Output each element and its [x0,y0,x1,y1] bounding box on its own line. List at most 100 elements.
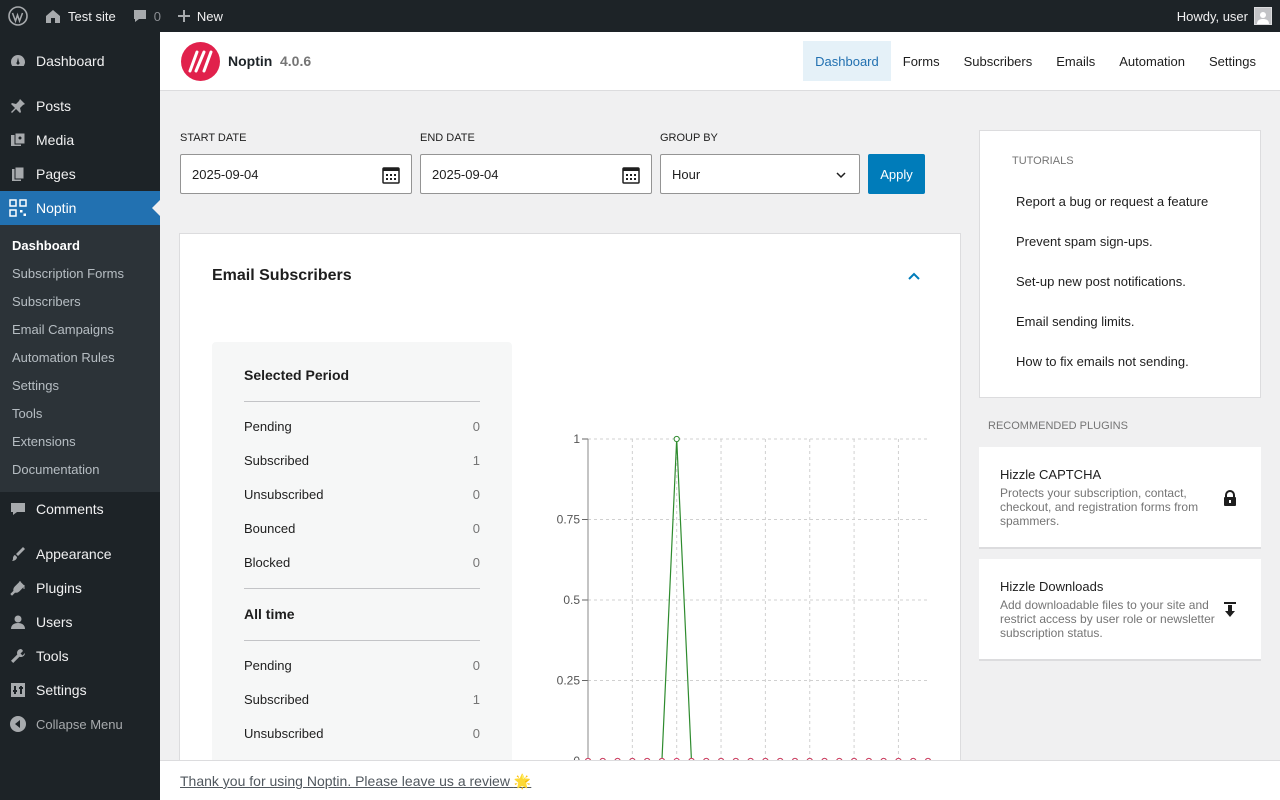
review-link[interactable]: Thank you for using Noptin. Please leave… [180,773,531,790]
noptin-icon [8,198,28,218]
plugin-name: Hizzle Downloads [1000,579,1104,594]
avatar [1254,7,1272,25]
sidebar-item-noptin[interactable]: Noptin [0,191,160,225]
submenu-extensions[interactable]: Extensions [12,434,76,449]
sidebar-item-label: Posts [36,98,72,114]
tab-forms[interactable]: Forms [902,53,940,69]
calendar-icon[interactable] [381,165,401,188]
plugin-card-hizzle-captcha[interactable]: Hizzle CAPTCHA Protects your subscriptio… [979,447,1261,549]
home-icon [44,7,62,25]
sidebar-item-pages[interactable]: Pages [0,157,160,191]
stat-label: Subscribed [244,453,310,468]
submenu-email-campaigns[interactable]: Email Campaigns [12,322,114,337]
sidebar-item-comments[interactable]: Comments [0,492,160,526]
plus-icon [177,9,191,23]
subscribers-chart: 00.250.50.751 [557,432,932,768]
noptin-submenu: Dashboard Subscription Forms Subscribers… [0,225,160,492]
tab-subscribers[interactable]: Subscribers [963,53,1033,69]
selected-period-heading: Selected Period [244,367,350,383]
group-by-label: Group by [660,132,718,144]
noptin-logo-icon [181,42,220,81]
sidebar-item-label: Comments [36,501,104,517]
stat-row: Subscribed 1 [244,692,480,707]
submenu-settings[interactable]: Settings [12,378,59,393]
new-label: New [196,8,223,24]
tutorial-link[interactable]: Email sending limits. [1016,314,1135,329]
plugin-name: Hizzle CAPTCHA [1000,467,1102,482]
comment-bubble-icon [132,8,148,24]
my-account-link[interactable]: Howdy, user [1169,0,1280,32]
submenu-subscribers[interactable]: Subscribers [12,294,81,309]
recommended-plugins-heading: Recommended Plugins [988,420,1128,432]
start-date-value: 2025-09-04 [192,166,259,182]
stat-label: Unsubscribed [244,487,324,502]
noptin-header: Noptin 4.0.6 Dashboard Forms Subscribers… [160,32,1280,91]
start-date-input[interactable]: 2025-09-04 [180,154,412,194]
stat-value: 0 [472,658,480,673]
stat-value: 1 [472,453,480,468]
sidebar-item-posts[interactable]: Posts [0,89,160,123]
stat-value: 0 [472,521,480,536]
submenu-tools[interactable]: Tools [12,406,43,421]
tab-emails[interactable]: Emails [1056,53,1096,69]
group-by-select[interactable]: Hour [660,154,860,194]
collapse-menu-label: Collapse Menu [36,716,123,732]
users-icon [8,612,28,632]
stat-label: Subscribed [244,692,310,707]
stat-row: Unsubscribed 0 [244,726,480,741]
plugins-icon [8,578,28,598]
star-icon: 🌟 [513,773,532,789]
end-date-value: 2025-09-04 [432,166,499,182]
stat-value: 0 [472,419,480,434]
tutorial-link[interactable]: Prevent spam sign-ups. [1016,234,1153,249]
y-tick-label: 0.75 [557,513,581,527]
plugin-card-hizzle-downloads[interactable]: Hizzle Downloads Add downloadable files … [979,559,1261,661]
sidebar-item-appearance[interactable]: Appearance [0,537,160,571]
sidebar-item-label: Media [36,132,75,148]
sidebar-item-tools[interactable]: Tools [0,639,160,673]
plugin-description: Add downloadable files to your site and … [1000,598,1215,640]
stat-value: 0 [472,555,480,570]
tutorials-heading: Tutorials [1012,155,1074,167]
submenu-subscription-forms[interactable]: Subscription Forms [12,266,124,281]
site-name-link[interactable]: Test site [36,0,124,32]
sidebar-item-users[interactable]: Users [0,605,160,639]
tutorial-link[interactable]: Set-up new post notifications. [1016,274,1186,289]
submenu-automation-rules[interactable]: Automation Rules [12,350,115,365]
site-name: Test site [68,8,116,24]
chevron-up-icon[interactable] [906,268,922,287]
divider [244,640,480,641]
tutorial-link[interactable]: How to fix emails not sending. [1016,354,1189,369]
wordpress-logo-icon[interactable] [0,0,36,32]
apply-button[interactable]: Apply [868,154,925,194]
admin-bar: Test site 0 New Howdy, user [0,0,1280,32]
sidebar-item-label: Appearance [36,546,112,562]
comments-link[interactable]: 0 [124,0,169,32]
sidebar-item-settings[interactable]: Settings [0,673,160,707]
collapse-menu-button[interactable]: Collapse Menu [0,707,160,741]
stat-row: Bounced 0 [244,521,480,536]
submenu-dashboard[interactable]: Dashboard [12,238,80,253]
start-date-label: Start date [180,132,247,144]
sidebar-item-dashboard[interactable]: Dashboard [0,44,160,78]
noptin-brand: Noptin [228,53,273,69]
sidebar-item-plugins[interactable]: Plugins [0,571,160,605]
new-content-link[interactable]: New [169,0,231,32]
tools-icon [8,646,28,666]
stat-label: Unsubscribed [244,726,324,741]
calendar-icon[interactable] [621,165,641,188]
stat-value: 1 [472,692,480,707]
end-date-input[interactable]: 2025-09-04 [420,154,652,194]
tab-automation[interactable]: Automation [1119,53,1186,69]
tab-dashboard[interactable]: Dashboard [803,41,891,81]
submenu-documentation[interactable]: Documentation [12,462,100,477]
stats-panel: Selected Period Pending 0 Subscribed 1 Uns… [212,342,512,772]
stat-label: Blocked [244,555,291,570]
admin-sidebar: Dashboard Posts Media Pages Noptin Dashb… [0,32,160,800]
sidebar-item-media[interactable]: Media [0,123,160,157]
stat-row: Pending 0 [244,419,480,434]
tab-settings[interactable]: Settings [1209,53,1256,69]
stat-label: Pending [244,419,292,434]
card-title: Email Subscribers [212,267,352,284]
tutorial-link[interactable]: Report a bug or request a feature [1016,194,1209,209]
